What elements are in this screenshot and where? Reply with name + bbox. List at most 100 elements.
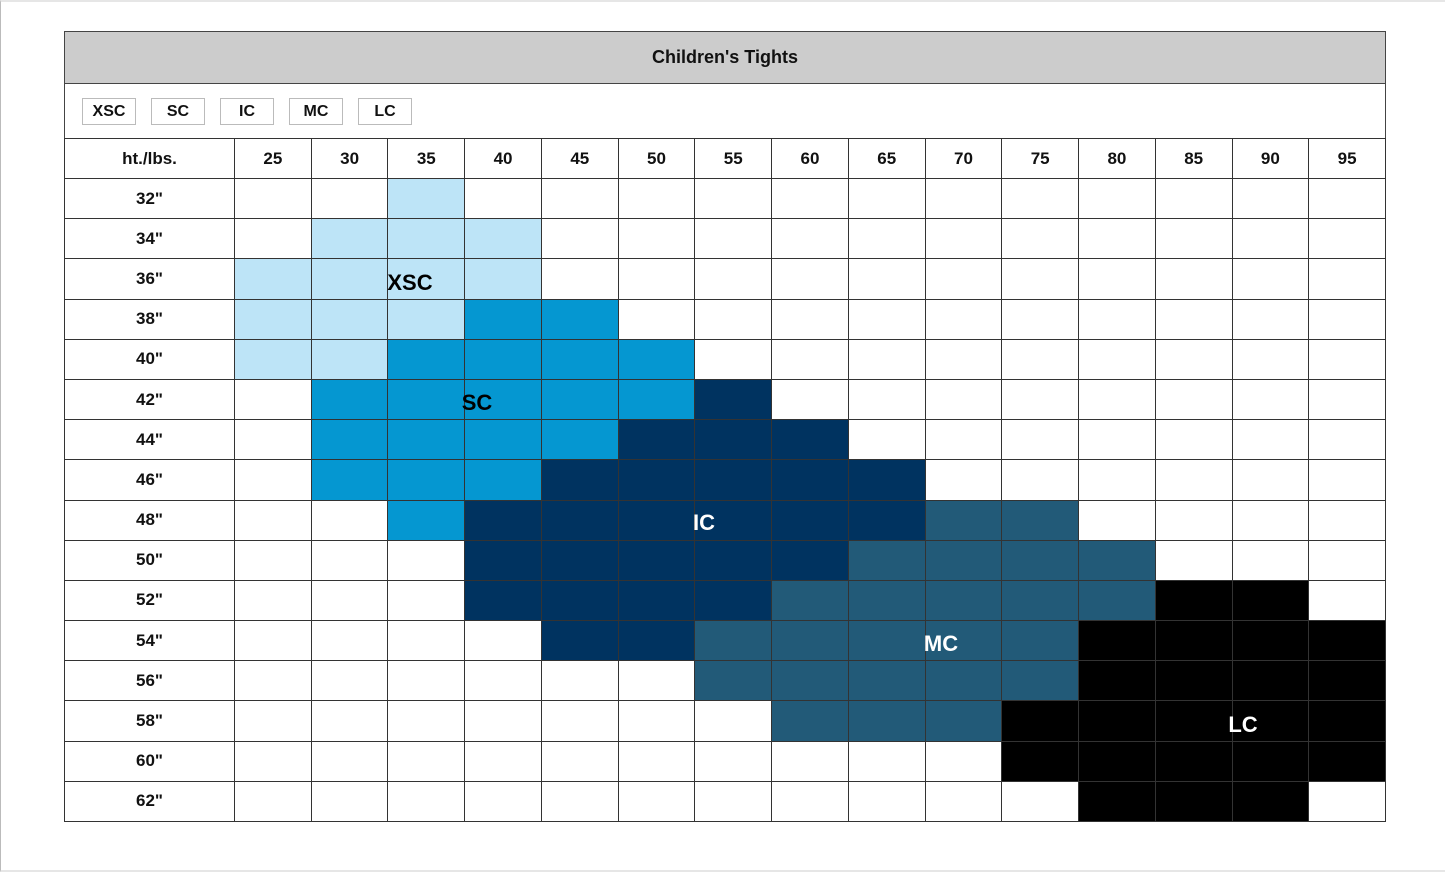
size-cell bbox=[1078, 258, 1156, 300]
size-cell bbox=[1001, 579, 1080, 622]
region-label: IC bbox=[693, 510, 715, 535]
size-cell bbox=[310, 660, 389, 702]
size-cell bbox=[464, 178, 542, 220]
size-cell bbox=[310, 539, 389, 581]
size-cell bbox=[771, 298, 849, 340]
size-cell bbox=[234, 579, 312, 622]
size-cell bbox=[310, 459, 389, 501]
size-cell bbox=[387, 740, 466, 782]
size-cell bbox=[540, 178, 619, 220]
size-cell bbox=[771, 419, 849, 461]
row-label: 56" bbox=[64, 660, 235, 702]
size-cell bbox=[1308, 419, 1386, 461]
size-cell bbox=[387, 780, 466, 822]
size-cell bbox=[310, 620, 389, 662]
size-cell bbox=[234, 298, 312, 340]
size-cell bbox=[847, 459, 926, 501]
size-cell bbox=[694, 780, 773, 822]
size-cell bbox=[1078, 459, 1156, 501]
size-cell bbox=[464, 298, 542, 340]
size-cell bbox=[771, 700, 849, 742]
title-bar: Children's Tights bbox=[64, 31, 1386, 84]
header-cell: 50 bbox=[617, 138, 696, 179]
size-cell bbox=[1308, 338, 1386, 380]
size-cell bbox=[1078, 338, 1156, 380]
size-cell bbox=[1078, 378, 1156, 421]
size-cell bbox=[387, 700, 466, 742]
size-cell bbox=[1231, 419, 1310, 461]
row-label: 42" bbox=[64, 378, 235, 421]
size-cell bbox=[1078, 499, 1156, 541]
size-cell bbox=[540, 459, 619, 501]
size-cell bbox=[924, 218, 1003, 260]
size-cell bbox=[1308, 700, 1386, 742]
size-cell bbox=[694, 298, 773, 340]
size-cell bbox=[387, 178, 466, 220]
size-cell bbox=[771, 579, 849, 622]
size-cell bbox=[694, 579, 773, 622]
size-cell bbox=[464, 780, 542, 822]
size-cell bbox=[310, 419, 389, 461]
row-label: 52" bbox=[64, 579, 235, 622]
size-cell bbox=[924, 178, 1003, 220]
size-cell bbox=[617, 660, 696, 702]
size-cell bbox=[234, 218, 312, 260]
size-cell bbox=[1231, 298, 1310, 340]
size-cell bbox=[1001, 620, 1080, 662]
size-cell bbox=[771, 539, 849, 581]
size-cell bbox=[1308, 740, 1386, 782]
size-cell bbox=[1001, 258, 1080, 300]
size-cell bbox=[1231, 579, 1310, 622]
size-cell bbox=[1231, 178, 1310, 220]
size-cell bbox=[310, 579, 389, 622]
size-cell bbox=[464, 579, 542, 622]
size-cell bbox=[1308, 378, 1386, 421]
size-cell bbox=[1078, 298, 1156, 340]
size-cell bbox=[234, 459, 312, 501]
size-cell bbox=[1078, 660, 1156, 702]
size-cell bbox=[540, 298, 619, 340]
size-cell bbox=[1231, 258, 1310, 300]
size-cell bbox=[234, 178, 312, 220]
size-cell bbox=[617, 459, 696, 501]
size-cell bbox=[1154, 419, 1233, 461]
size-cell bbox=[617, 780, 696, 822]
size-cell bbox=[387, 620, 466, 662]
row-label: 58" bbox=[64, 700, 235, 742]
size-cell bbox=[1231, 218, 1310, 260]
size-cell bbox=[234, 620, 312, 662]
size-cell bbox=[771, 459, 849, 501]
size-cell bbox=[694, 218, 773, 260]
size-cell bbox=[387, 258, 466, 300]
size-cell bbox=[771, 378, 849, 421]
size-cell bbox=[387, 579, 466, 622]
row-label: 50" bbox=[64, 539, 235, 581]
size-cell bbox=[847, 258, 926, 300]
size-cell bbox=[1078, 579, 1156, 622]
size-cell bbox=[924, 419, 1003, 461]
size-cell bbox=[1078, 740, 1156, 782]
size-cell bbox=[924, 700, 1003, 742]
size-cell bbox=[464, 660, 542, 702]
size-cell bbox=[1308, 579, 1386, 622]
size-cell bbox=[1154, 700, 1233, 742]
size-cell bbox=[310, 740, 389, 782]
header-cell: 55 bbox=[694, 138, 773, 179]
row-label: 44" bbox=[64, 419, 235, 461]
row-label: 46" bbox=[64, 459, 235, 501]
size-cell bbox=[771, 178, 849, 220]
size-cell bbox=[1308, 178, 1386, 220]
size-cell bbox=[540, 539, 619, 581]
size-cell bbox=[694, 700, 773, 742]
size-cell bbox=[234, 378, 312, 421]
size-cell bbox=[924, 298, 1003, 340]
size-cell bbox=[847, 178, 926, 220]
size-cell bbox=[1308, 620, 1386, 662]
size-cell bbox=[540, 338, 619, 380]
size-cell bbox=[1078, 178, 1156, 220]
size-cell bbox=[1001, 780, 1080, 822]
size-cell bbox=[1308, 539, 1386, 581]
size-cell bbox=[617, 700, 696, 742]
size-cell bbox=[617, 258, 696, 300]
title: Children's Tights bbox=[652, 47, 798, 67]
